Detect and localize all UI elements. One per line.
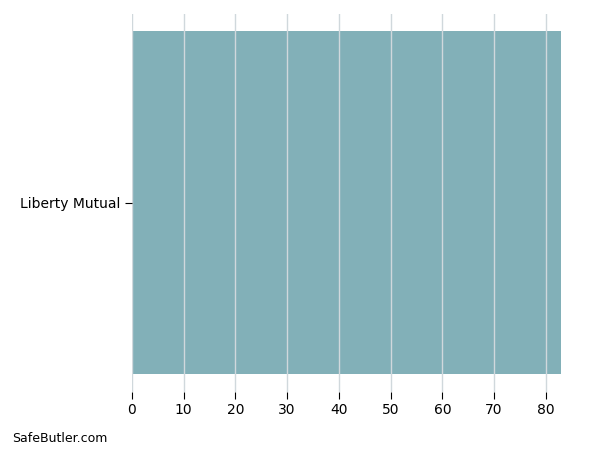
Text: SafeButler.com: SafeButler.com [12,432,107,446]
